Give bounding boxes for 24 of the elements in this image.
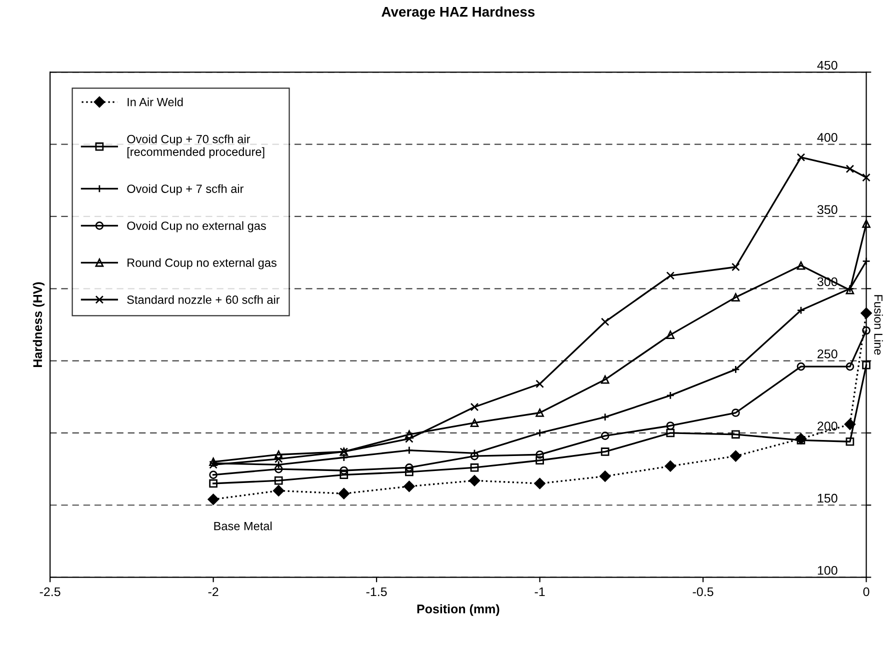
legend-label: Ovoid Cup + 7 scfh air [127,184,244,196]
y-tick-label: 250 [818,349,838,358]
x-tick-label: 0 [863,587,870,596]
y-tick-label: 450 [817,60,838,70]
x-tick-label: -1 [534,587,545,596]
chart-title: Average HAZ Hardness [382,6,535,20]
x-tick-label: -0.5 [692,587,714,596]
y-tick-label: 350 [817,205,838,214]
y-tick-label: 200 [818,422,838,430]
x-tick-label: -2 [208,587,218,596]
annotation: Fusion Line [874,295,883,355]
legend-label: Ovoid Cup no external gas [127,221,266,232]
x-tick-label: -1.5 [366,587,387,596]
x-axis-title: Position (mm) [417,604,500,616]
x-tick-label: -2.5 [40,587,60,596]
legend-label: In Air Weld [128,98,183,106]
y-axis-title: Hardness (HV) [32,282,45,367]
annotation: Base Metal [214,522,272,530]
legend-label: Ovoid Cup + 70 scfh air [recommended procedure] [127,134,264,158]
legend-label: Round Coup no external gas [128,258,276,270]
y-tick-label: 150 [818,494,838,503]
y-tick-label: 400 [817,133,838,142]
legend-label: Standard nozzle + 60 scfh air [127,295,280,304]
y-tick-label: 100 [818,566,838,575]
